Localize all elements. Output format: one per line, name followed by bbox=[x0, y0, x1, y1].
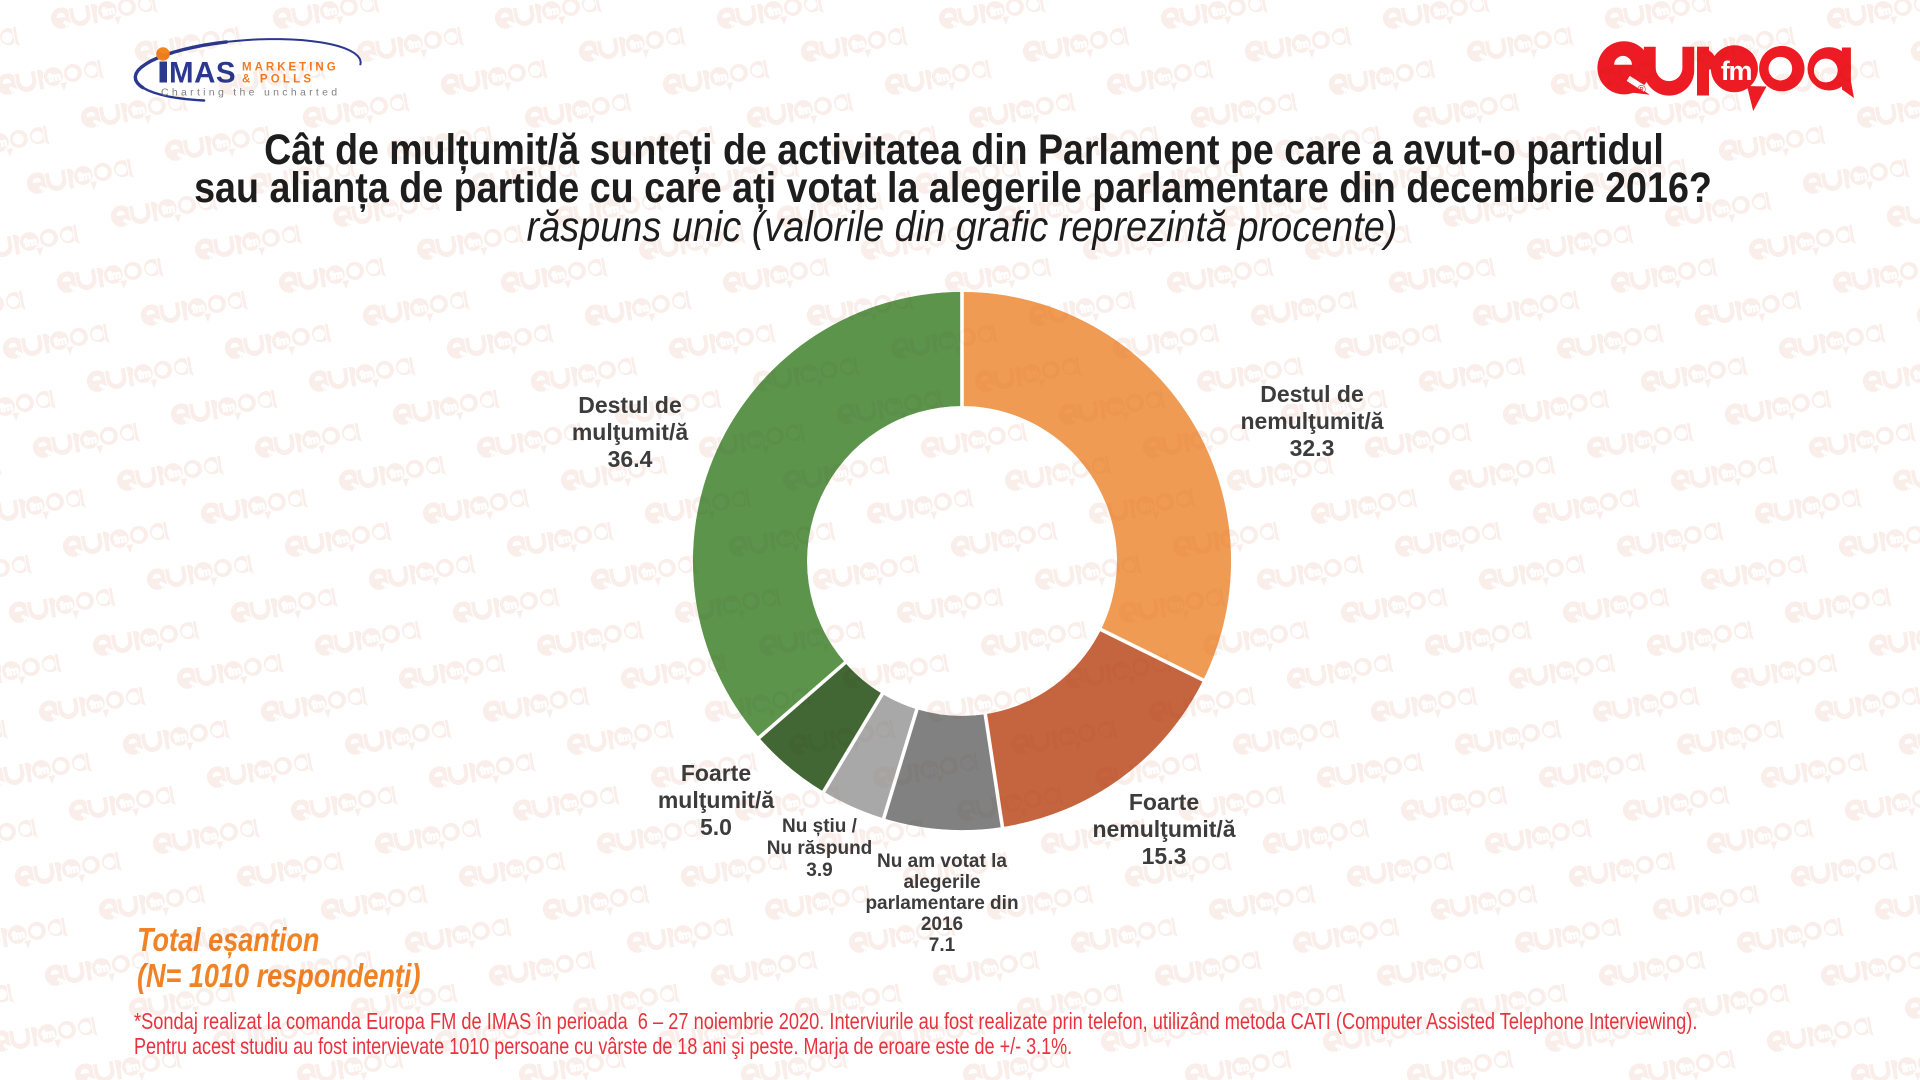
svg-text:MARKETING: MARKETING bbox=[242, 62, 339, 74]
svg-text:MAS: MAS bbox=[169, 57, 236, 90]
svg-text:& POLLS: & POLLS bbox=[242, 74, 314, 86]
svg-text:Charting the uncharted: Charting the uncharted bbox=[161, 87, 340, 99]
